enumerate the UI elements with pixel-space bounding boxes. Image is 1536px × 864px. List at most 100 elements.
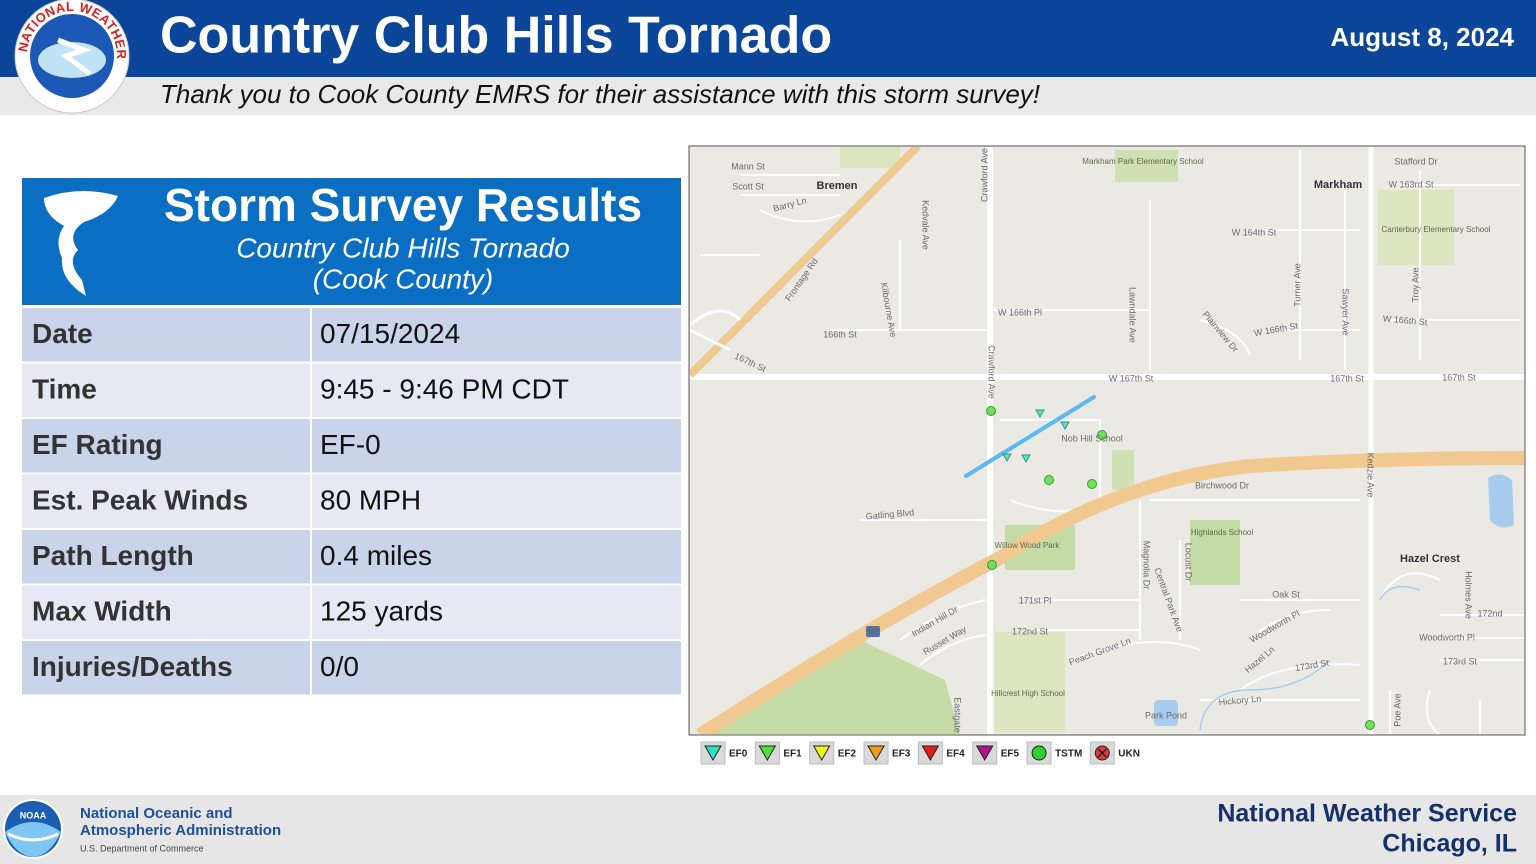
footer-bar [0,795,1536,864]
legend-symbol [758,745,777,762]
legend-symbol [704,745,722,762]
results-heading: Storm Survey Results [164,179,642,231]
map-label: Woodworth Pl [1419,632,1475,642]
org-line2: Atmospheric Administration [80,822,281,839]
map-label: Magnolia Dr [1142,541,1152,590]
tornado-icon [44,190,118,296]
row-value: 0.4 miles [320,540,432,571]
map-label: W 164th St [1232,227,1277,237]
map-label: Hillcrest High School [991,689,1065,698]
map-legend: EF0 EF1 EF2 EF3 EF4 EF5 TSTM UKN [700,741,1140,765]
map-label: W 166th Pl [998,307,1042,317]
office-line1: National Weather Service [1217,800,1517,828]
map-label: 167th St [1442,372,1476,382]
row-bg [22,585,310,639]
org-line1: National Oceanic and [80,805,233,822]
map-label: 171st Pl [1019,595,1052,605]
map-label: Birchwood Dr [1195,480,1249,490]
row-label: Path Length [32,540,194,571]
subtitle-bar [0,77,1536,115]
row-bg [22,308,310,362]
row-value: 9:45 - 9:46 PM CDT [320,374,569,405]
legend-label: EF5 [1001,749,1020,760]
map-label: Oak St [1272,589,1300,599]
legend-label: EF1 [783,749,802,760]
row-bg [22,363,310,417]
row-value: 0/0 [320,651,359,682]
noaa-text: NOAA [20,810,47,820]
office-line2: Chicago, IL [1382,830,1517,858]
header-bar [0,0,1536,77]
legend-symbol [867,745,885,762]
map-label: Crawford Ave [979,148,989,202]
legend-symbol [921,745,940,762]
row-bg [22,474,310,528]
row-value: EF-0 [320,429,381,460]
row-value: 07/15/2024 [320,318,460,349]
row-bg [22,530,310,584]
map-label: Park Pond [1145,710,1187,720]
map-label: Kedzie Ave [1366,453,1376,498]
map-label: Poe Ave [1392,693,1402,726]
row-bg [312,530,681,584]
map-label: 80 [869,627,878,636]
results-table: Date 07/15/2024 Time 9:45 - 9:46 PM CDT EF R… [22,308,681,695]
legend-label: EF3 [892,749,911,760]
map-label: Holmes Ave [1464,571,1474,619]
map-label: 173rd St [1443,656,1478,666]
row-label: EF Rating [32,429,163,460]
results-header [22,178,681,305]
noaa-logo: NOAA [3,799,63,859]
map-label: Hazel Crest [1400,553,1460,565]
map-label: Stafford Dr [1394,156,1437,166]
row-bg [22,641,310,695]
legend-label: EF0 [729,749,748,760]
row-label: Injuries/Deaths [32,651,233,682]
map-label: Lawndale Ave [1128,287,1138,343]
legend-label: UKN [1118,749,1140,760]
map-label: Scott St [732,181,764,191]
row-bg [312,419,681,473]
row-label: Est. Peak Winds [32,485,248,516]
map-label: 166th St [823,329,857,339]
row-bg [312,641,681,695]
title: Country Club Hills Tornado [160,7,832,65]
results-name: Country Club Hills Tornado [236,232,570,263]
map-label: Turner Ave [1292,263,1302,307]
map-label: Troy Ave [1410,267,1420,302]
map-label: Crawford Ave [987,345,997,399]
map-label: Eastgate [953,697,963,733]
row-label: Time [32,374,97,405]
row-value: 125 yards [320,596,443,627]
map-label: Sawyer Ave [1341,288,1351,335]
date: August 8, 2024 [1330,22,1514,52]
map-label: 167th St [1330,373,1364,383]
legend-symbol [1031,745,1047,761]
map-label: 172nd [1477,608,1502,618]
legend-label: EF2 [838,749,857,760]
legend-symbol [1097,748,1107,758]
results-county: (Cook County) [313,263,494,294]
legend-symbol [812,745,831,762]
row-label: Max Width [32,596,172,627]
map-label: Willow Wood Park [995,541,1061,550]
row-bg [312,363,681,417]
map-label: Canterbury Elementary School [1382,225,1491,234]
row-bg [312,308,681,362]
row-bg [312,585,681,639]
map-label: Nob Hill School [1061,433,1123,443]
map-label: Locust Dr [1184,543,1194,582]
map-label: W 163rd St [1388,179,1434,189]
legend-label: TSTM [1055,749,1082,760]
dept: U.S. Department of Commerce [80,843,204,853]
row-value: 80 MPH [320,485,421,516]
map-label: W 166th St [1382,313,1428,327]
nws-logo: NATIONAL WEATHER SERVICE [0,0,130,114]
legend-label: EF4 [946,749,965,760]
row-label: Date [32,318,93,349]
row-bg [22,419,310,473]
map-label: Gatling Blvd [865,507,914,521]
subtitle: Thank you to Cook County EMRS for their … [160,79,1040,109]
